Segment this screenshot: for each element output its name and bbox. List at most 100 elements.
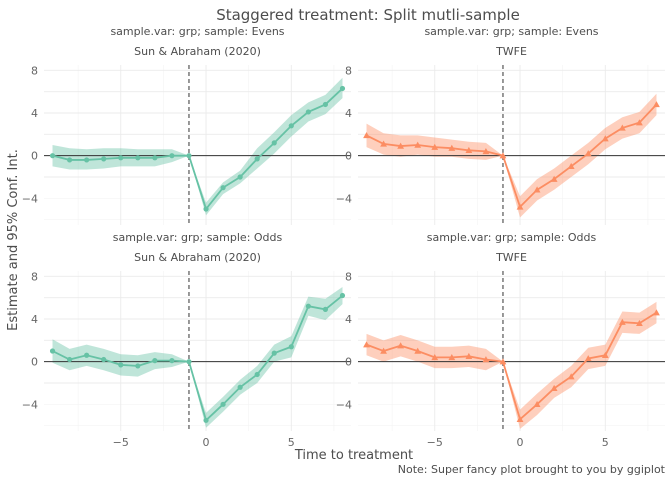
estimate-point: [618, 318, 626, 325]
y-tick-label: 4: [345, 313, 352, 326]
estimate-point: [135, 363, 141, 369]
estimate-point: [397, 142, 405, 149]
estimate-point: [288, 123, 294, 129]
estimate-point: [220, 185, 226, 191]
panel-2: sample.var: grp; sample: Evens TWFE −4 0 4 8: [336, 25, 665, 225]
estimate-point: [550, 175, 558, 182]
estimate-point: [66, 157, 73, 163]
figure-caption: Note: Super fancy plot brought to you by…: [398, 463, 666, 476]
y-tick-label: −4: [336, 192, 352, 205]
estimate-line: [366, 103, 658, 209]
estimate-point: [186, 359, 192, 365]
y-tick-label: 0: [345, 150, 352, 163]
y-tick-label: 0: [345, 356, 352, 369]
y-tick-label: 4: [345, 107, 352, 120]
panel-strip-label: sample.var: grp; sample: Odds: [113, 231, 283, 244]
estimate-point: [101, 156, 107, 162]
estimate-point: [339, 85, 346, 92]
confidence-ribbon: [52, 287, 343, 428]
panel-strip-label: sample.var: grp; sample: Evens: [424, 25, 598, 38]
estimate-point: [550, 384, 558, 392]
estimate-point: [499, 152, 507, 159]
panel-subtitle: Sun & Abraham (2020): [134, 45, 261, 58]
estimate-point: [533, 186, 541, 193]
estimate-point: [482, 148, 490, 155]
panel-4: sample.var: grp; sample: Odds TWFE −4 0 4 8 −5…: [336, 231, 665, 449]
estimate-point: [482, 356, 490, 363]
estimate-point: [516, 203, 524, 210]
panel-strip-label: sample.var: grp; sample: Evens: [110, 25, 284, 38]
estimate-point: [84, 157, 90, 163]
x-tick-label: 0: [203, 436, 210, 449]
estimate-point: [220, 401, 226, 407]
figure-title: Staggered treatment: Split mutli-sample: [216, 6, 520, 24]
estimate-point: [380, 140, 387, 147]
x-tick-label: 5: [602, 436, 609, 449]
estimate-point: [380, 347, 387, 354]
estimate-point: [237, 174, 243, 180]
estimate-point: [636, 119, 643, 126]
estimate-point: [305, 109, 311, 115]
estimate-point: [169, 358, 175, 364]
x-tick-label: −5: [113, 436, 129, 449]
estimate-point: [431, 354, 439, 361]
panel-subtitle: TWFE: [495, 45, 527, 58]
y-tick-label: 4: [31, 313, 38, 326]
estimate-point: [84, 352, 90, 358]
estimate-point: [618, 124, 626, 131]
estimate-point: [653, 101, 660, 108]
estimate-point: [465, 146, 473, 154]
x-tick-label: 5: [288, 436, 295, 449]
y-tick-label: −4: [22, 192, 38, 205]
estimate-point: [533, 400, 541, 408]
estimate-point: [363, 132, 370, 139]
estimate-point: [169, 153, 175, 159]
estimate-point: [118, 362, 124, 368]
estimate-point: [448, 144, 456, 151]
estimate-point: [49, 348, 56, 354]
y-tick-label: −4: [336, 398, 352, 411]
estimate-point: [66, 356, 73, 363]
estimate-point: [516, 415, 524, 422]
panel-strip-label: sample.var: grp; sample: Odds: [427, 231, 597, 244]
panels: sample.var: grp; sample: Evens Sun & Abra…: [22, 25, 665, 449]
estimate-point: [414, 347, 422, 354]
estimate-point: [584, 355, 592, 362]
estimate-point: [584, 150, 592, 157]
y-tick-label: 0: [31, 150, 38, 163]
panel-subtitle: Sun & Abraham (2020): [134, 251, 261, 264]
estimate-point: [499, 358, 507, 365]
estimate-point: [152, 155, 158, 161]
estimate-line: [52, 87, 344, 211]
panel-1: sample.var: grp; sample: Evens Sun & Abra…: [22, 25, 351, 225]
estimate-line: [52, 294, 344, 422]
estimate-point: [288, 344, 294, 350]
panel-subtitle: TWFE: [495, 251, 527, 264]
estimate-point: [271, 350, 277, 356]
estimate-line: [366, 311, 657, 421]
estimate-point: [567, 373, 575, 380]
estimate-point: [363, 341, 370, 348]
estimate-point: [397, 342, 405, 349]
x-axis-label: Time to treatment: [294, 448, 413, 463]
estimate-point: [237, 384, 243, 390]
y-tick-label: 8: [31, 270, 38, 283]
estimate-point: [601, 351, 609, 358]
panel-3: sample.var: grp; sample: Odds Sun & Abrah…: [22, 231, 351, 449]
confidence-ribbon: [52, 77, 343, 216]
y-tick-label: 0: [31, 356, 38, 369]
y-tick-label: −4: [22, 398, 38, 411]
confidence-ribbon: [366, 301, 657, 429]
estimate-point: [414, 141, 422, 148]
estimate-point: [254, 156, 260, 162]
x-tick-label: −5: [427, 436, 443, 449]
estimate-point: [186, 153, 192, 159]
estimate-point: [203, 206, 209, 212]
estimate-point: [601, 135, 609, 142]
estimate-point: [49, 153, 56, 159]
y-tick-label: 4: [31, 107, 38, 120]
x-tick-label: 0: [517, 436, 524, 449]
y-tick-label: 8: [31, 64, 38, 77]
estimate-point: [271, 140, 277, 146]
estimate-point: [203, 417, 209, 423]
